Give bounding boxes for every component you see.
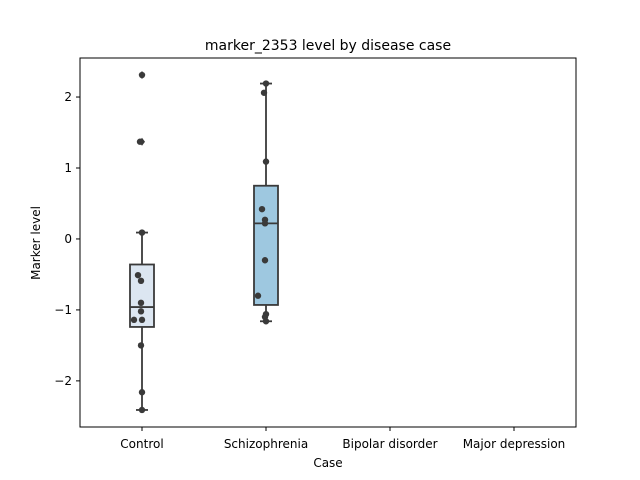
y-tick-label: −1 bbox=[54, 303, 72, 317]
data-point bbox=[261, 220, 269, 227]
plot-frame bbox=[79, 57, 577, 428]
data-point bbox=[138, 406, 146, 414]
x-axis-label: Case bbox=[313, 456, 342, 470]
plot-area: −2 −1 0 1 2 Control Schizophrenia Bipolar disor… bbox=[54, 57, 577, 451]
data-point bbox=[138, 389, 146, 396]
data-point bbox=[254, 292, 262, 299]
data-point bbox=[138, 316, 146, 324]
y-tick-label: −2 bbox=[54, 374, 72, 388]
chart-title: marker_2353 level by disease case bbox=[205, 38, 451, 54]
data-point bbox=[261, 257, 269, 264]
data-point bbox=[138, 71, 146, 79]
data-point bbox=[137, 277, 145, 285]
data-point bbox=[130, 316, 138, 324]
box-group-schizophrenia bbox=[253, 82, 279, 323]
data-point bbox=[134, 271, 142, 279]
y-tick-label: 0 bbox=[64, 232, 72, 246]
strip-points-control bbox=[130, 71, 146, 414]
x-tick-label: Control bbox=[120, 437, 163, 451]
data-point bbox=[137, 342, 145, 349]
data-point bbox=[262, 158, 270, 165]
box-iqr bbox=[253, 184, 279, 306]
data-point bbox=[138, 229, 146, 236]
box-group-control bbox=[129, 71, 155, 411]
y-tick-label: 1 bbox=[64, 161, 72, 175]
x-tick-label: Major depression bbox=[463, 437, 566, 451]
data-point bbox=[137, 299, 145, 307]
x-tick-label: Schizophrenia bbox=[224, 437, 308, 451]
strip-points-schizophrenia bbox=[254, 80, 270, 325]
box-iqr bbox=[129, 263, 155, 328]
data-point bbox=[262, 80, 270, 87]
data-point bbox=[137, 308, 145, 315]
y-axis-label: Marker level bbox=[29, 206, 43, 280]
data-point bbox=[136, 138, 144, 145]
data-point bbox=[262, 318, 270, 325]
data-point bbox=[260, 89, 268, 96]
x-tick-label: Bipolar disorder bbox=[342, 437, 437, 451]
data-point bbox=[258, 205, 266, 213]
y-tick-label: 2 bbox=[64, 90, 72, 104]
